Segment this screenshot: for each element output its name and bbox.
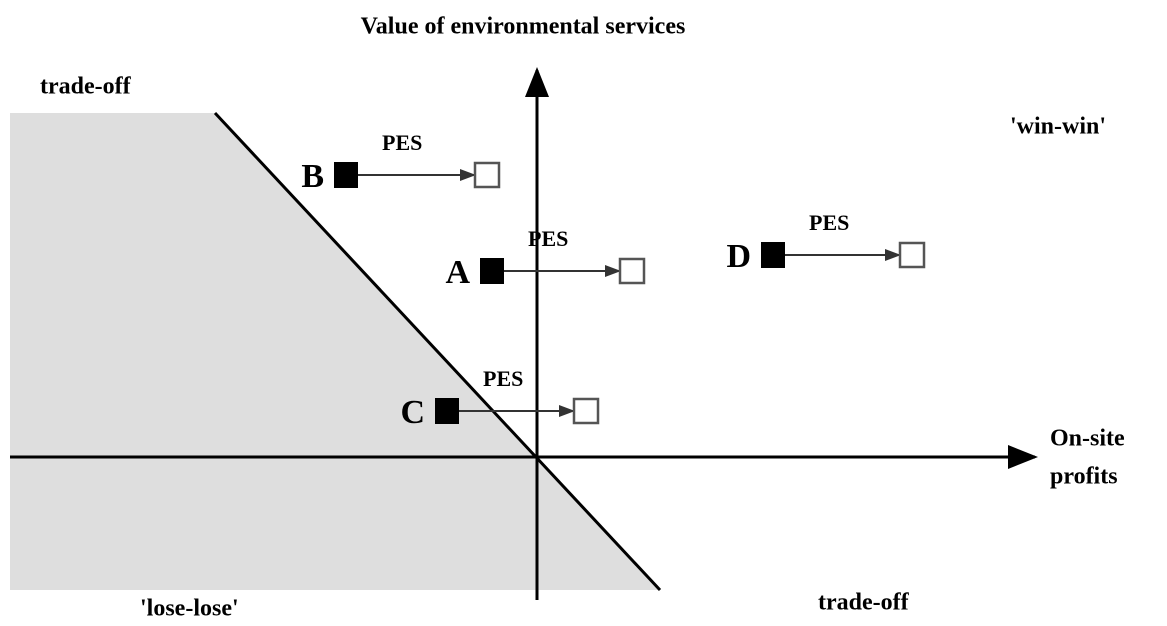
axis-label: On-site bbox=[1050, 426, 1125, 452]
quadrant-label: 'lose-lose' bbox=[140, 596, 239, 622]
filled-square bbox=[435, 398, 459, 424]
pes-label: PES bbox=[809, 210, 849, 235]
quadrant-label: trade-off bbox=[40, 74, 132, 100]
lose-region bbox=[10, 113, 660, 590]
pes-label: PES bbox=[483, 366, 523, 391]
point-label: A bbox=[445, 254, 470, 291]
point-label: B bbox=[301, 158, 324, 195]
filled-square bbox=[480, 258, 504, 284]
title: Value of environmental services bbox=[361, 14, 686, 40]
point-label: C bbox=[400, 394, 425, 431]
filled-square bbox=[334, 162, 358, 188]
axis-label: profits bbox=[1050, 464, 1118, 490]
point-label: D bbox=[726, 238, 751, 275]
open-square bbox=[618, 257, 646, 285]
pes-label: PES bbox=[528, 226, 568, 251]
diagonal-line bbox=[213, 111, 662, 592]
filled-square bbox=[761, 242, 785, 268]
open-square bbox=[572, 397, 600, 425]
quadrant-label: trade-off bbox=[818, 590, 910, 616]
quadrant-label: 'win-win' bbox=[1010, 114, 1106, 140]
open-square bbox=[473, 161, 501, 189]
pes-label: PES bbox=[382, 130, 422, 155]
open-square bbox=[898, 241, 926, 269]
